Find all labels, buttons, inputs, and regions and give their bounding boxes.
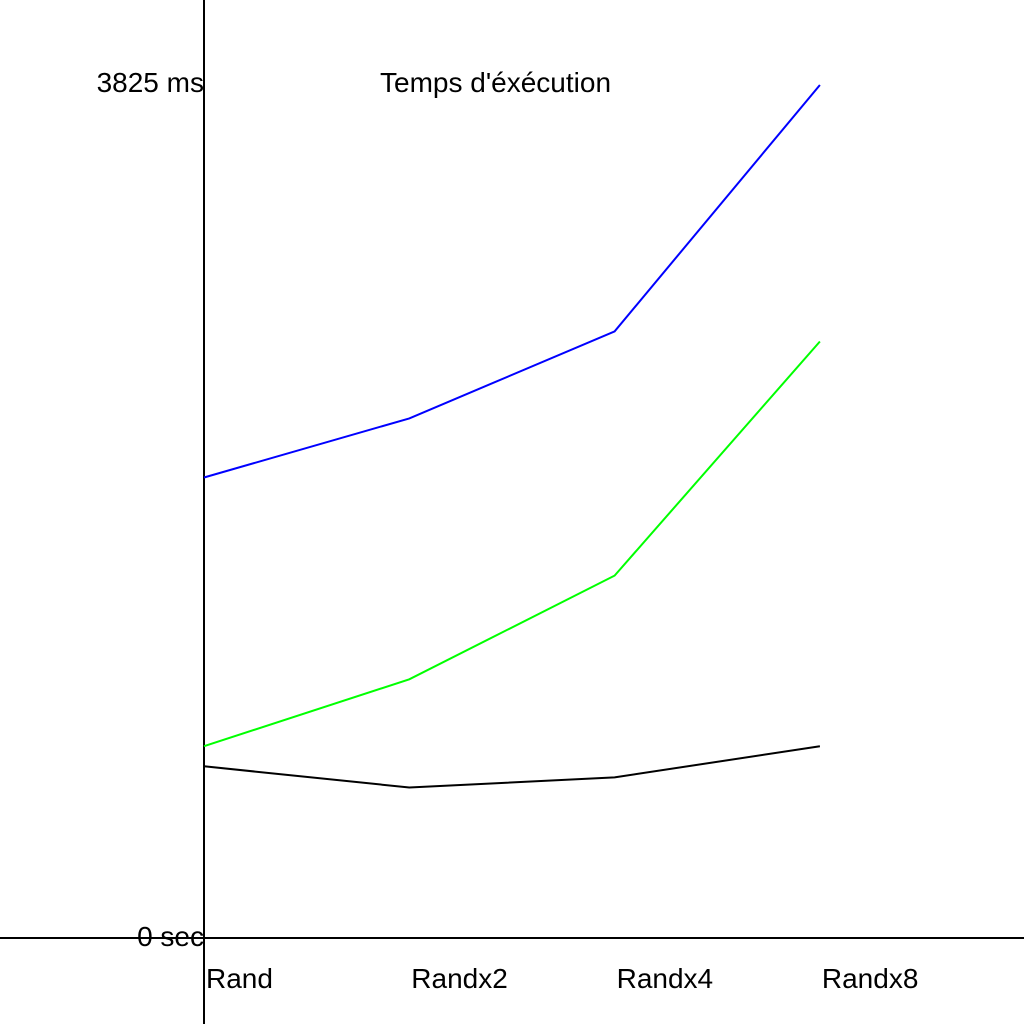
x-tick-labels: Rand Randx2 Randx4 Randx8 [206, 963, 918, 994]
y-axis-top-label: 3825 ms [97, 67, 204, 98]
x-tick-label: Randx4 [617, 963, 714, 994]
series-line-2 [203, 745, 821, 789]
x-tick-label: Rand [206, 963, 273, 994]
chart-title: Temps d'éxécution [380, 67, 611, 98]
x-tick-label: Randx8 [822, 963, 919, 994]
series-lines [203, 84, 821, 789]
series-line-0 [203, 84, 821, 479]
y-axis-bottom-label: 0 sec [137, 921, 204, 952]
x-tick-label: Randx2 [411, 963, 508, 994]
series-line-1 [203, 340, 821, 748]
